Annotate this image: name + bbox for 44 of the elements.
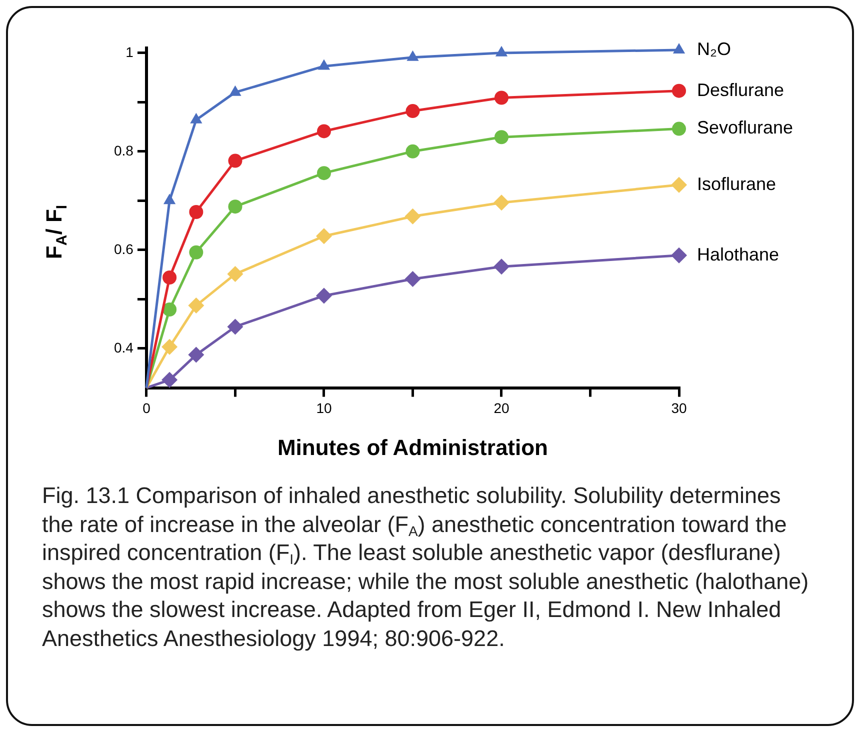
point [189,204,204,219]
point [162,302,177,316]
x-axis-title: Minutes of Administration [277,434,548,460]
y-tick-label: 0.8 [114,142,134,158]
point [162,270,177,284]
point [228,154,242,168]
y-tick-label: 0.4 [114,339,134,356]
point [316,288,332,304]
x-tick-label: 10 [316,400,332,416]
point [404,208,421,224]
point [316,228,332,244]
point [227,318,244,335]
point [494,130,508,144]
point [227,266,244,282]
series-label: Halothane [697,244,780,264]
point [493,194,510,211]
x-tick-label: 0 [142,400,151,416]
point [162,338,178,355]
y-tick-label: 1 [126,44,134,60]
point [162,372,178,388]
text: Fig. 13.1 Comparison of inhaled anesthetic solubility. Solubility determines the rate of increase in the alveolar (F$_{A}$) anesthetic concentration toward the inspired concentration (F$_{I}$). The least soluble anesthetic vapor (desflurane) shows the most rapid increase; while the most soluble anesthetic (halothane) shows the slowest increase. Adapted from Eger II, Edmond I. New Inhaled Anesthetics Anesthesiology 1994; 80:906-922. [42,483,809,650]
point [188,298,204,314]
x-tick-label: 30 [671,400,687,416]
series-label: N₂O [697,38,731,59]
point [406,144,420,158]
point [189,245,204,260]
point [316,124,331,138]
point [404,270,421,287]
point [672,122,686,136]
point [672,84,686,98]
series-label: Isoflurane [697,174,776,194]
point [493,258,510,275]
series-label: Sevoflurane [697,118,794,138]
point [406,104,420,118]
series-label: Desflurane [697,80,784,100]
point [671,247,687,264]
point [671,176,687,193]
point [188,346,204,363]
y-tick-label: 0.6 [114,240,134,257]
point [316,166,331,180]
point [494,90,508,105]
x-tick-label: 20 [494,400,510,416]
point [228,200,242,214]
point [318,59,330,70]
